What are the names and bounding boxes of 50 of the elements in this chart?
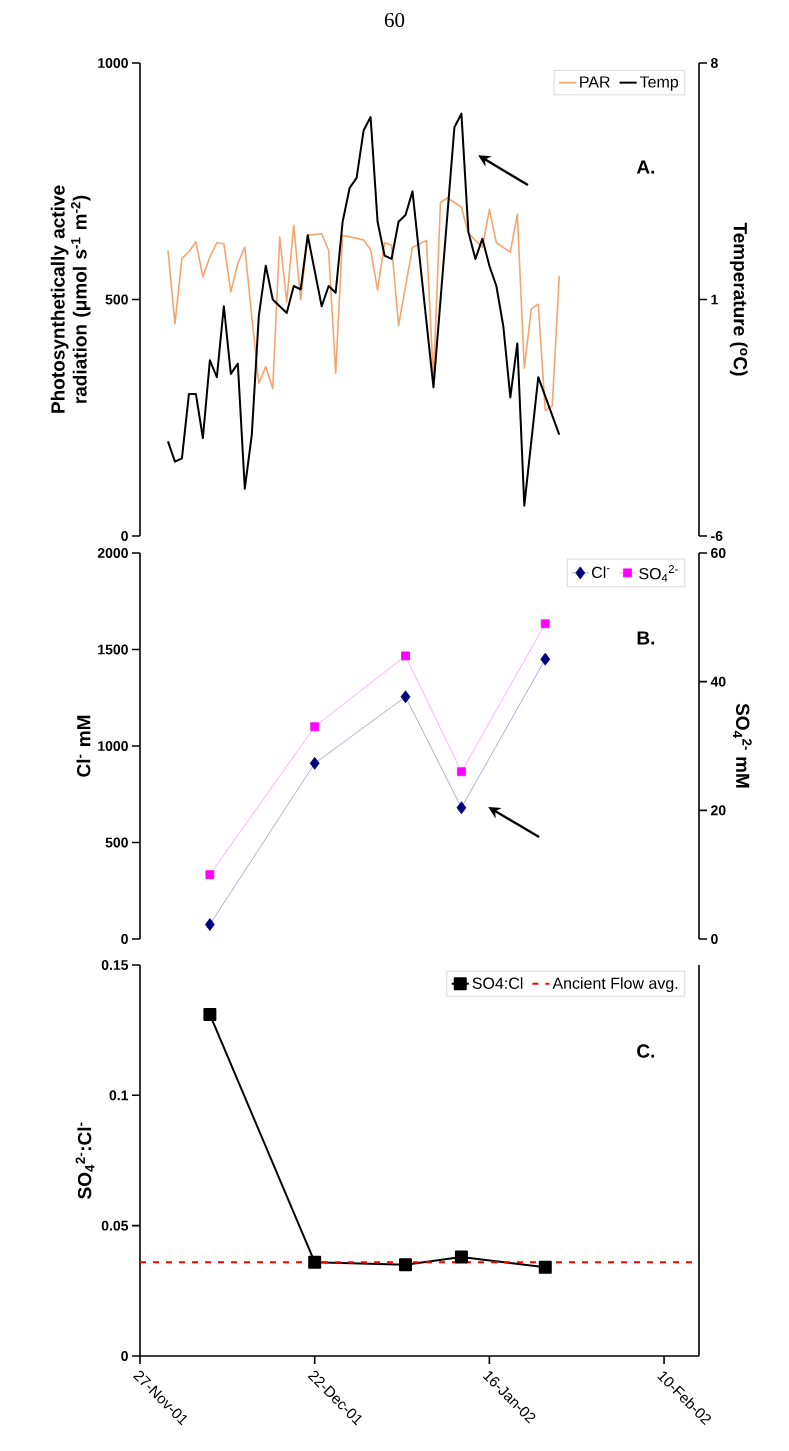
y2-tick-label: 1 bbox=[711, 294, 718, 305]
annotation: B. bbox=[637, 631, 655, 645]
point bbox=[309, 756, 320, 770]
point bbox=[310, 722, 320, 732]
point bbox=[456, 801, 467, 815]
y2-axis-title: Temperature ($^{o}$C) bbox=[729, 222, 748, 376]
y-axis-title: SO$_{4}$$^{2-}$:Cl$^{-}$ bbox=[75, 1122, 95, 1199]
point bbox=[400, 690, 411, 704]
y2-tick-label: 20 bbox=[711, 805, 726, 816]
annotation: C. bbox=[637, 1044, 655, 1058]
y2-tick-label: 8 bbox=[710, 58, 718, 68]
y-tick-label: 1500 bbox=[98, 644, 128, 655]
y-tick-label: 0.05 bbox=[101, 1220, 129, 1231]
chart-title: 60 bbox=[384, 12, 405, 28]
y2-tick-label: 0 bbox=[711, 934, 718, 944]
y2-axis-title: SO$_{4}$$^{2-}$ mM bbox=[732, 703, 752, 788]
y-axis-title: Cl$^{-}$ mM bbox=[76, 715, 91, 777]
y2-tick-label: 60 bbox=[711, 548, 726, 558]
y-tick-label: 0.1 bbox=[109, 1090, 129, 1101]
legend-label: Cl$^{-}$ bbox=[592, 566, 610, 579]
point bbox=[540, 652, 551, 666]
line-series bbox=[166, 112, 561, 507]
point bbox=[308, 1255, 322, 1269]
y-tick-label: 500 bbox=[105, 294, 128, 305]
y-tick-label: 0 bbox=[121, 1351, 128, 1361]
y-tick-label: 0 bbox=[121, 934, 128, 944]
y-tick-label: 1000 bbox=[98, 741, 128, 751]
point bbox=[399, 1258, 413, 1272]
point bbox=[540, 619, 550, 629]
y-tick-label: 500 bbox=[105, 837, 128, 848]
point bbox=[457, 767, 466, 777]
point bbox=[203, 1008, 217, 1022]
legend-label: Ancient Flow avg. bbox=[552, 977, 678, 993]
y-tick-label: 1000 bbox=[98, 58, 128, 68]
point bbox=[205, 870, 215, 880]
y2-tick-label: -6 bbox=[711, 531, 723, 541]
line-series bbox=[167, 197, 561, 412]
point bbox=[204, 918, 215, 931]
annotation: A. bbox=[636, 160, 655, 174]
legend-label: Temp bbox=[639, 76, 679, 91]
legend-label: PAR bbox=[580, 76, 610, 88]
point bbox=[401, 651, 410, 661]
point bbox=[454, 1250, 468, 1264]
y2-tick-label: 40 bbox=[710, 676, 726, 687]
y-tick-label: 2000 bbox=[97, 548, 128, 558]
legend-label: SO$_{4}$2- bbox=[639, 565, 678, 582]
legend-label: SO4:Cl bbox=[472, 977, 523, 989]
y-tick-label: 0.15 bbox=[101, 960, 129, 970]
y-tick-label: 0 bbox=[121, 531, 128, 541]
point bbox=[538, 1260, 552, 1274]
